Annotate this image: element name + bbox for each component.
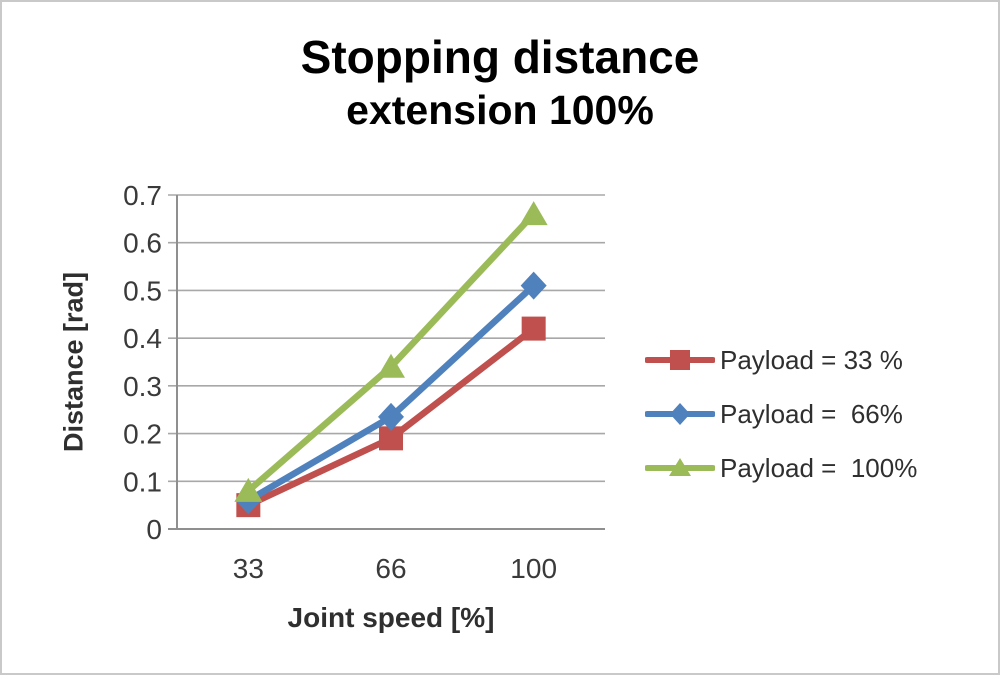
- x-tick-label-66: 66: [375, 553, 406, 584]
- legend-label-payload-66: Payload = 66%: [720, 398, 903, 429]
- y-tick-label-0.4: 0.4: [123, 323, 162, 354]
- y-axis-title: Distance [rad]: [58, 271, 89, 453]
- legend-marker-diamond-icon: [644, 399, 716, 429]
- series-line-1: [245, 282, 537, 504]
- y-tick-label-0.2: 0.2: [123, 419, 162, 450]
- y-tick-label-0: 0: [146, 514, 162, 545]
- legend-marker-triangle-icon: [644, 453, 716, 483]
- legend-item-payload-66: Payload = 66%: [644, 397, 917, 431]
- x-tick-label-100: 100: [510, 553, 557, 584]
- series-0-point-100: [521, 316, 546, 341]
- chart-title-line2: extension 100%: [346, 87, 654, 134]
- y-tick-label-0.5: 0.5: [123, 275, 162, 306]
- series-2-point-33: [234, 477, 263, 502]
- legend-marker-shape: [669, 458, 691, 476]
- legend-marker-square-icon: [644, 345, 716, 375]
- y-tick-label-0.7: 0.7: [123, 180, 162, 211]
- x-tick-label-33: 33: [233, 553, 264, 584]
- legend-glyph-triangle: [644, 458, 716, 476]
- legend: Payload = 33 % Payload = 66% Payload = 1…: [644, 343, 918, 485]
- legend-marker-shape: [670, 403, 690, 425]
- y-tick-label-0.1: 0.1: [123, 466, 162, 497]
- series-1-point-66: [378, 402, 404, 431]
- series-2-point-100: [519, 201, 548, 226]
- legend-marker-shape: [670, 350, 690, 370]
- legend-glyph-square: [644, 350, 716, 370]
- x-axis-title: Joint speed [%]: [287, 602, 495, 633]
- series-2-point-66: [377, 353, 405, 378]
- legend-glyph-diamond: [644, 403, 716, 425]
- y-tick-label-0.6: 0.6: [123, 228, 162, 259]
- y-tick-label-0.3: 0.3: [123, 371, 162, 402]
- legend-label-payload-100: Payload = 100%: [720, 452, 918, 483]
- legend-item-payload-100: Payload = 100%: [644, 451, 918, 485]
- chart-title: Stopping distance extension 100%: [2, 30, 998, 135]
- legend-label-payload-33: Payload = 33 %: [720, 344, 903, 375]
- legend-item-payload-33: Payload = 33 %: [644, 343, 917, 377]
- chart-title-line1: Stopping distance: [300, 31, 700, 83]
- series-1-point-100: [520, 271, 547, 300]
